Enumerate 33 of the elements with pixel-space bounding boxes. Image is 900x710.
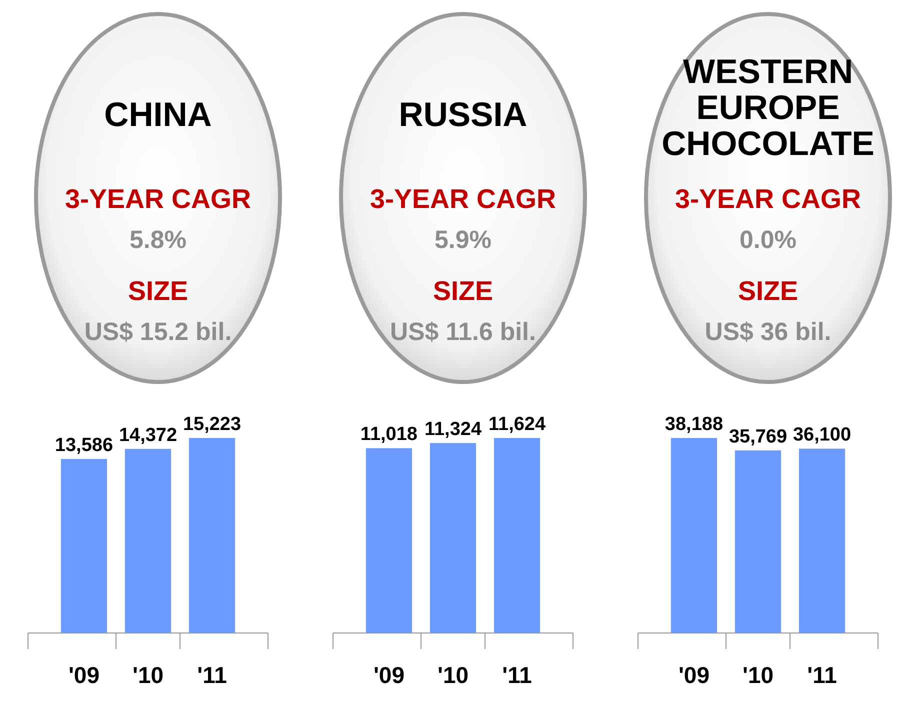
text: SIZE [128,276,188,306]
text: US$ 15.2 bil. [84,318,232,346]
x-tick-label: '11 [197,662,228,688]
x-tick-label: '10 [132,662,164,688]
chart-title: CHINA [104,96,212,134]
x-tick-label: '10 [742,662,774,688]
x-tick-label: '11 [502,662,532,688]
data-label: 36,100 [792,424,852,446]
data-label: 11,624 [488,414,546,435]
x-tick-label: '09 [678,662,710,688]
text: 3-YEAR CAGR [674,184,862,214]
data-label: 15,223 [182,414,242,435]
data-label: 13,586 [54,434,114,456]
chart-title: RUSSIA [398,96,528,134]
x-tick-label: '09 [373,662,405,688]
text: 0.0% [740,226,796,254]
data-label: 11,018 [360,424,418,446]
text: 3-YEAR CAGR [370,184,556,214]
data-label: 14,372 [118,424,178,446]
data-label: 35,769 [728,426,788,448]
text: 3-YEAR CAGR [64,184,252,214]
text: SIZE [738,276,798,306]
text: US$ 11.6 bil. [390,318,536,346]
x-tick-label: '11 [807,662,838,688]
x-tick-label: '09 [68,662,100,688]
data-label: 11,324 [424,419,482,440]
chart-title: WESTERN EUROPE CHOCOLATE [662,53,874,163]
text: US$ 36 bil. [704,318,832,346]
text: 5.8% [130,226,186,254]
x-tick-label: '10 [437,662,469,688]
data-label: 38,188 [664,414,724,435]
text: 5.9% [434,226,492,254]
text: SIZE [432,276,494,306]
